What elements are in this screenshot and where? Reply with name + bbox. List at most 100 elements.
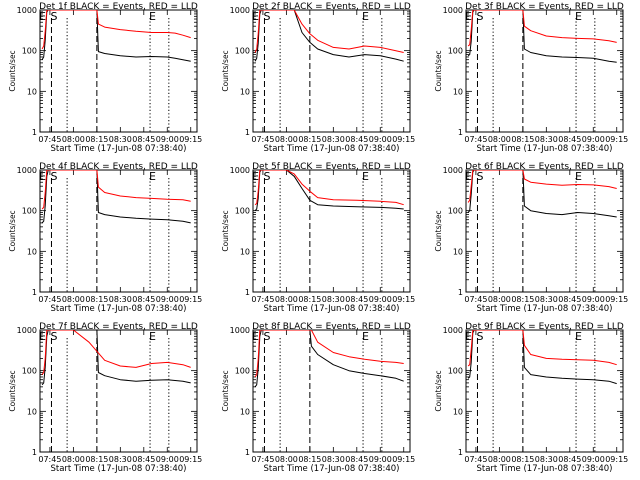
x-tick-label: 07:45 <box>464 135 487 144</box>
series-line-events <box>467 10 617 63</box>
x-tick-label: 08:45 <box>345 135 368 144</box>
y-tick-label: 1 <box>32 448 37 457</box>
y-tick-label: 100 <box>22 367 37 376</box>
x-tick-label: 08:45 <box>132 455 155 464</box>
event-marker-label: E <box>149 10 156 23</box>
y-tick-label: 1 <box>458 128 463 137</box>
panel-7: Det 7f BLACK = Events, RED = LLD 1 10 100 10… <box>8 322 202 474</box>
series-line-events <box>467 170 617 218</box>
y-axis-label: Counts/sec <box>8 50 17 91</box>
y-tick-label: 100 <box>448 207 463 216</box>
x-axis-label: Start Time (17-Jun-08 07:38:40) <box>477 304 613 314</box>
series-line-lld <box>254 10 404 53</box>
y-axis-label: Counts/sec <box>434 210 443 251</box>
y-tick-label: 10 <box>27 247 37 256</box>
y-tick-label: 100 <box>235 47 250 56</box>
y-tick-label: 1 <box>245 128 250 137</box>
event-marker-label: S <box>476 10 483 23</box>
y-tick-label: 1000 <box>230 6 250 15</box>
y-axis-label: Counts/sec <box>221 50 230 91</box>
event-marker-label: S <box>50 10 57 23</box>
y-tick-label: 100 <box>448 367 463 376</box>
panel-title: Det 4f BLACK = Events, RED = LLD <box>39 162 198 172</box>
event-marker-label: E <box>252 170 259 183</box>
panel-title: Det 1f BLACK = Events, RED = LLD <box>39 2 198 12</box>
x-tick-label: 08:30 <box>109 455 132 464</box>
y-tick-label: 1 <box>458 448 463 457</box>
y-tick-label: 1000 <box>17 166 37 175</box>
y-tick-label: 1 <box>245 448 250 457</box>
series-line-lld <box>41 330 191 375</box>
x-axis-label: Start Time (17-Jun-08 07:38:40) <box>477 464 613 474</box>
y-tick-label: 100 <box>448 47 463 56</box>
y-tick-label: 10 <box>240 87 250 96</box>
event-marker-label: E <box>362 170 369 183</box>
x-tick-label: 08:45 <box>345 455 368 464</box>
event-marker-label: E <box>362 10 369 23</box>
event-marker-label: E <box>575 170 582 183</box>
event-marker-label: S <box>476 330 483 343</box>
x-tick-label: 09:00 <box>369 455 392 464</box>
y-tick-label: 10 <box>240 247 250 256</box>
x-tick-label: 08:15 <box>85 455 108 464</box>
event-marker-label: E <box>465 170 472 183</box>
series-group <box>41 10 191 62</box>
x-tick-label: 09:15 <box>392 295 415 304</box>
x-tick-label: 07:45 <box>251 295 274 304</box>
x-tick-label: 09:15 <box>179 455 202 464</box>
event-marker-label: S <box>263 10 270 23</box>
series-line-lld <box>254 170 404 206</box>
x-tick-label: 09:15 <box>179 135 202 144</box>
plot-frame <box>252 169 411 293</box>
y-axis-label: Counts/sec <box>434 370 443 411</box>
x-tick-label: 08:15 <box>85 135 108 144</box>
x-axis-label: Start Time (17-Jun-08 07:38:40) <box>264 304 400 314</box>
series-group <box>41 330 191 386</box>
y-tick-label: 100 <box>235 207 250 216</box>
series-line-lld <box>467 330 617 367</box>
series-group <box>254 330 404 388</box>
x-tick-label: 08:45 <box>132 135 155 144</box>
x-tick-label: 08:45 <box>558 455 581 464</box>
series-group <box>467 170 617 218</box>
y-tick-label: 10 <box>27 407 37 416</box>
x-tick-label: 09:15 <box>179 295 202 304</box>
series-group <box>467 330 617 385</box>
y-tick-label: 1000 <box>443 166 463 175</box>
y-tick-label: 10 <box>453 407 463 416</box>
y-tick-label: 100 <box>22 207 37 216</box>
panel-title: Det 2f BLACK = Events, RED = LLD <box>252 2 411 12</box>
plot-frame <box>39 329 198 453</box>
event-marker-label: E <box>39 330 46 343</box>
x-tick-label: 09:15 <box>392 135 415 144</box>
panel-title: Det 6f BLACK = Events, RED = LLD <box>465 162 624 172</box>
x-tick-label: 08:00 <box>488 295 511 304</box>
series-line-events <box>467 330 617 385</box>
event-marker-label: E <box>252 330 259 343</box>
y-tick-label: 1000 <box>230 326 250 335</box>
series-group <box>254 10 404 62</box>
event-marker-label: E <box>575 330 582 343</box>
x-tick-label: 08:15 <box>511 135 534 144</box>
x-tick-label: 09:00 <box>156 455 179 464</box>
x-tick-label: 09:00 <box>369 295 392 304</box>
event-marker-label: E <box>575 10 582 23</box>
x-tick-label: 07:45 <box>251 455 274 464</box>
panel-3: Det 3f BLACK = Events, RED = LLD 1 10 100 10… <box>434 2 628 154</box>
x-tick-label: 09:15 <box>605 135 628 144</box>
panel-9: Det 9f BLACK = Events, RED = LLD 1 10 100 10… <box>434 322 628 474</box>
y-tick-label: 1 <box>32 128 37 137</box>
x-tick-label: 08:30 <box>322 295 345 304</box>
x-tick-label: 09:00 <box>156 135 179 144</box>
x-axis-label: Start Time (17-Jun-08 07:38:40) <box>264 464 400 474</box>
y-axis-label: Counts/sec <box>8 370 17 411</box>
y-tick-label: 10 <box>240 407 250 416</box>
x-axis-label: Start Time (17-Jun-08 07:38:40) <box>264 144 400 154</box>
panel-5: Det 5f BLACK = Events, RED = LLD 1 10 100 10… <box>221 162 415 314</box>
x-tick-label: 08:45 <box>558 295 581 304</box>
x-tick-label: 08:00 <box>62 295 85 304</box>
series-line-lld <box>41 170 191 210</box>
series-group <box>467 10 617 63</box>
event-marker-label: E <box>149 330 156 343</box>
x-tick-label: 07:45 <box>251 135 274 144</box>
